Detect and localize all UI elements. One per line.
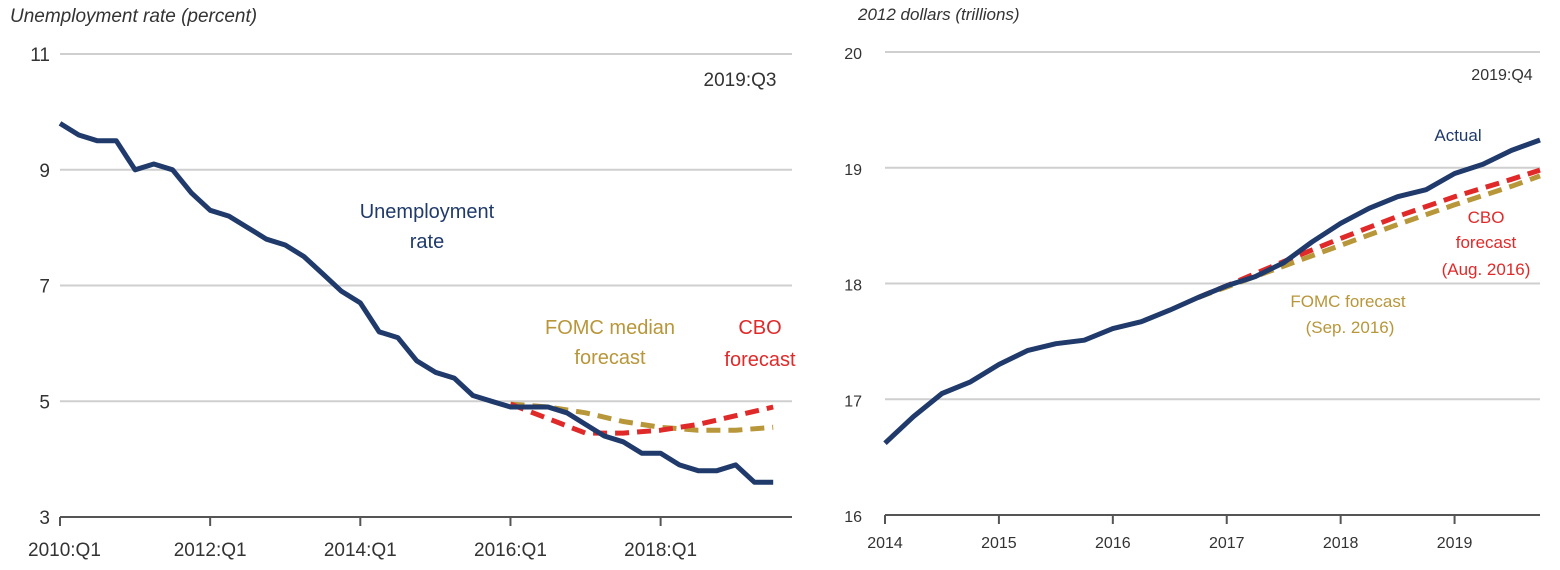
y-tick-label: 18 (844, 278, 862, 295)
y-tick-label: 3 (39, 508, 50, 529)
x-tick-label: 2014 (867, 535, 903, 552)
fomc-sep-label-line-1: FOMC forecast (1290, 292, 1406, 311)
y-tick-label: 11 (30, 45, 50, 66)
right-x-ticks: 2014 2015 2016 2017 2018 2019 (867, 515, 1472, 552)
right-series-lines (883, 137, 1541, 446)
fomc-median-label-line-1: FOMC median (545, 317, 675, 339)
left-series-lines (58, 121, 774, 485)
unemployment-rate-label-line-1: Unemployment (360, 201, 495, 223)
left-x-ticks: 2010:Q1 2012:Q1 2014:Q1 2016:Q1 2018:Q1 (28, 517, 697, 561)
x-tick-label: 2017 (1209, 535, 1245, 552)
fomc-sep-label-line-2: (Sep. 2016) (1306, 318, 1395, 337)
right-date-note: 2019:Q4 (1471, 67, 1532, 84)
series-line-cbo-forecast (509, 401, 774, 436)
series-line-fomc-median-forecast (510, 401, 774, 433)
unemployment-chart: Unemployment rate (percent) 11 9 7 5 3 2010:… (10, 6, 796, 561)
left-y-axis-title: Unemployment rate (percent) (10, 6, 257, 27)
y-tick-label: 9 (39, 161, 50, 182)
x-tick-label: 2012:Q1 (174, 540, 247, 561)
y-tick-label: 17 (844, 393, 862, 410)
y-tick-label: 5 (39, 392, 50, 413)
cbo-label-line-1: CBO (738, 317, 781, 339)
x-tick-label: 2010:Q1 (28, 540, 101, 561)
y-tick-label: 7 (39, 277, 50, 298)
x-tick-label: 2016 (1095, 535, 1131, 552)
left-gridlines (60, 53, 792, 518)
unemployment-rate-label-line-2: rate (410, 231, 444, 253)
cbo-aug-label-line-3: (Aug. 2016) (1442, 260, 1531, 279)
x-tick-label: 2014:Q1 (324, 540, 397, 561)
x-tick-label: 2016:Q1 (474, 540, 547, 561)
actual-label: Actual (1434, 126, 1481, 145)
right-y-ticks: 20 19 18 17 16 (844, 46, 862, 526)
series-line-fomc-forecast-sep-2016 (1197, 173, 1541, 300)
left-y-ticks: 11 9 7 5 3 (30, 45, 50, 529)
left-date-note: 2019:Q3 (704, 70, 777, 91)
cbo-aug-label-line-2: forecast (1456, 233, 1517, 252)
y-tick-label: 19 (844, 162, 862, 179)
right-y-axis-title: 2012 dollars (trillions) (857, 5, 1020, 24)
right-gridlines (885, 51, 1540, 516)
y-tick-label: 20 (844, 46, 862, 63)
series-line-unemployment-rate (58, 121, 774, 485)
x-tick-label: 2018:Q1 (624, 540, 697, 561)
y-tick-label: 16 (844, 509, 862, 526)
x-tick-label: 2019 (1437, 535, 1473, 552)
cbo-label-line-2: forecast (724, 349, 796, 371)
fomc-median-label-line-2: forecast (574, 347, 646, 369)
cbo-aug-label-line-1: CBO (1468, 208, 1505, 227)
x-tick-label: 2015 (981, 535, 1017, 552)
series-line-cbo-forecast-aug-2016 (1197, 167, 1541, 300)
x-tick-label: 2018 (1323, 535, 1359, 552)
series-line-actual (883, 137, 1541, 446)
